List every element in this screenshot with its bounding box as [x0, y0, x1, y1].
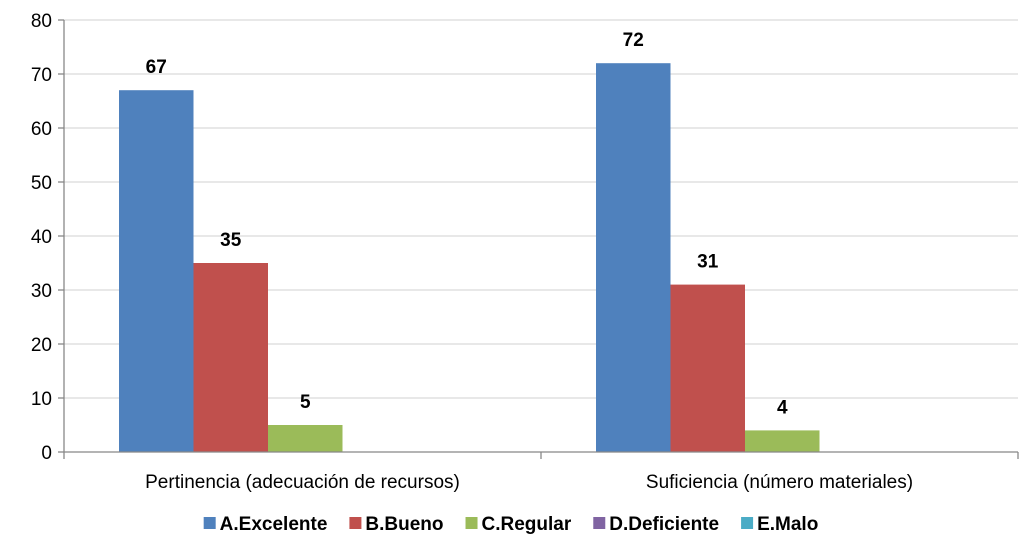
x-axis-categories: Pertinencia (adecuación de recursos) Sufi… [145, 472, 913, 493]
legend-swatch [593, 517, 606, 529]
legend-item-d-deficiente: D.Deficiente [593, 514, 719, 535]
legend: A.Excelente B.Bueno C.Regular D.Deficiente E… [203, 514, 818, 535]
data-label: 67 [146, 57, 167, 78]
legend-label: E.Malo [757, 514, 818, 535]
y-tick-label: 40 [31, 227, 52, 248]
bars [119, 63, 820, 452]
y-tick-label: 0 [41, 443, 52, 464]
y-tick-label: 10 [31, 389, 52, 410]
bar-c-regular [745, 430, 820, 452]
bar-b-bueno [670, 284, 745, 452]
y-tick-label: 30 [31, 281, 52, 302]
data-labels: 67 35 5 72 31 4 [146, 30, 788, 418]
y-axis-ticks: 0 10 20 30 40 50 60 70 80 [31, 11, 64, 464]
bar-a-excelente [596, 63, 671, 452]
legend-item-c-regular: C.Regular [465, 514, 572, 535]
data-label: 4 [777, 397, 788, 418]
y-tick-label: 80 [31, 11, 52, 32]
data-label: 35 [220, 230, 242, 251]
legend-swatch [741, 517, 754, 529]
legend-item-a-excelente: A.Excelente [203, 514, 328, 535]
data-label: 31 [697, 252, 719, 273]
legend-label: B.Bueno [365, 514, 443, 535]
bar-b-bueno [193, 263, 268, 452]
y-tick-label: 50 [31, 173, 52, 194]
legend-label: A.Excelente [220, 514, 328, 535]
legend-swatch [203, 517, 216, 529]
data-label: 5 [300, 392, 311, 413]
bar-a-excelente [119, 90, 194, 452]
y-tick-label: 60 [31, 119, 52, 140]
data-label: 72 [623, 30, 644, 51]
legend-item-b-bueno: B.Bueno [349, 514, 444, 535]
legend-swatch [349, 517, 362, 529]
y-tick-label: 20 [31, 335, 52, 356]
legend-label: C.Regular [482, 514, 572, 535]
legend-swatch [465, 517, 478, 529]
y-tick-label: 70 [31, 65, 52, 86]
x-category-label: Suficiencia (número materiales) [646, 472, 913, 493]
legend-item-e-malo: E.Malo [741, 514, 818, 535]
x-category-label: Pertinencia (adecuación de recursos) [145, 472, 460, 493]
bar-c-regular [268, 425, 343, 452]
legend-label: D.Deficiente [609, 514, 719, 535]
